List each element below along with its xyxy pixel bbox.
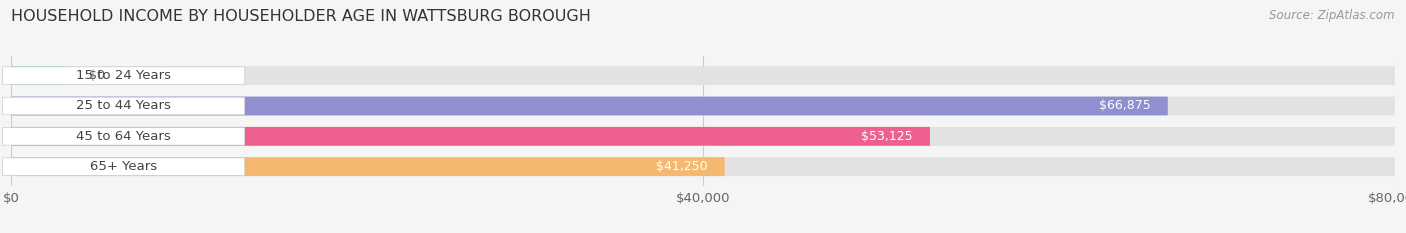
Text: 15 to 24 Years: 15 to 24 Years — [76, 69, 172, 82]
Text: 25 to 44 Years: 25 to 44 Years — [76, 99, 172, 113]
FancyBboxPatch shape — [11, 66, 63, 85]
FancyBboxPatch shape — [11, 127, 1395, 146]
FancyBboxPatch shape — [11, 157, 724, 176]
FancyBboxPatch shape — [11, 97, 1395, 115]
FancyBboxPatch shape — [11, 157, 1395, 176]
FancyBboxPatch shape — [11, 127, 929, 146]
Text: HOUSEHOLD INCOME BY HOUSEHOLDER AGE IN WATTSBURG BOROUGH: HOUSEHOLD INCOME BY HOUSEHOLDER AGE IN W… — [11, 9, 591, 24]
FancyBboxPatch shape — [3, 67, 245, 84]
Text: $66,875: $66,875 — [1098, 99, 1150, 113]
FancyBboxPatch shape — [3, 127, 245, 145]
Text: $53,125: $53,125 — [860, 130, 912, 143]
Text: $0: $0 — [89, 69, 105, 82]
Text: 45 to 64 Years: 45 to 64 Years — [76, 130, 172, 143]
FancyBboxPatch shape — [11, 97, 1168, 115]
FancyBboxPatch shape — [11, 66, 1395, 85]
FancyBboxPatch shape — [3, 97, 245, 115]
FancyBboxPatch shape — [3, 158, 245, 175]
Text: Source: ZipAtlas.com: Source: ZipAtlas.com — [1270, 9, 1395, 22]
Text: 65+ Years: 65+ Years — [90, 160, 157, 173]
Text: $41,250: $41,250 — [655, 160, 707, 173]
